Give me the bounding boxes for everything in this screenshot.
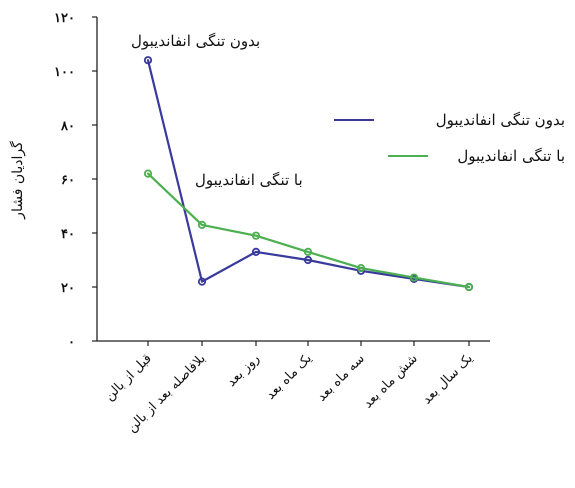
y-tick-label: ۶۰	[61, 173, 75, 188]
annotation-without-stenosis: بدون تنگی انفاندیبول	[131, 32, 260, 50]
legend-label: با تنگی انفاندیبول	[457, 147, 565, 165]
x-tick-label: شش ماه بعد	[361, 351, 421, 411]
y-axis-label: گرادیان فشار	[9, 141, 26, 220]
data-point-without-stenosis	[251, 247, 261, 256]
data-point-with-stenosis	[464, 282, 474, 292]
data-point-without-stenosis	[197, 277, 207, 286]
series-line-with-stenosis	[146, 172, 471, 289]
data-point-without-stenosis	[303, 255, 313, 265]
legend-label: بدون تنگی انفاندیبول	[436, 111, 565, 129]
data-point-with-stenosis	[143, 169, 153, 178]
data-point-with-stenosis	[303, 247, 313, 256]
data-point-with-stenosis	[409, 273, 419, 282]
y-tick-label: ۱۲۰	[54, 11, 75, 26]
x-tick-label: یک ماه بعد	[263, 351, 315, 403]
annotation-layer: بدون تنگی انفاندیبول با تنگی انفاندیبول	[131, 32, 303, 189]
data-point-with-stenosis	[251, 231, 261, 240]
data-point-with-stenosis	[356, 263, 366, 273]
y-tick-label: ۴۰	[61, 227, 75, 242]
series-line-without-stenosis	[146, 59, 471, 289]
legend-item-with-stenosis: با تنگی انفاندیبول	[388, 147, 565, 165]
data-point-without-stenosis	[143, 56, 153, 65]
x-tick-label: روز بعد	[224, 351, 263, 390]
y-tick-label: ۱۰۰	[54, 65, 75, 80]
annotation-with-stenosis: با تنگی انفاندیبول	[195, 171, 303, 189]
legend-item-without-stenosis: بدون تنگی انفاندیبول	[334, 111, 565, 129]
x-tick-label: قبل از بالن	[102, 351, 155, 404]
x-tick-label: سه ماه بعد	[314, 351, 367, 404]
legend-layer: بدون تنگی انفاندیبول با تنگی انفاندیبول	[334, 111, 565, 165]
y-tick-label: ۲۰	[61, 281, 75, 296]
x-tick-label: یک سال بعد	[420, 351, 477, 408]
y-tick-label: ۸۰	[60, 119, 75, 134]
data-point-with-stenosis	[197, 220, 207, 229]
series-layer	[143, 56, 474, 292]
y-tick-label: ۰	[68, 335, 75, 350]
